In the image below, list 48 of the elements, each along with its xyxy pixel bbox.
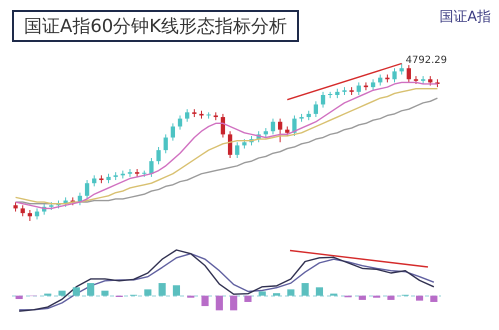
bar bbox=[272, 293, 280, 296]
bar bbox=[287, 289, 294, 296]
candlestick bbox=[356, 82, 361, 96]
candlestick bbox=[84, 180, 90, 200]
bar bbox=[158, 283, 166, 296]
candlestick bbox=[235, 142, 240, 158]
candlestick bbox=[264, 128, 268, 138]
candlestick bbox=[278, 118, 282, 143]
candlestick bbox=[164, 134, 168, 154]
bar bbox=[302, 283, 309, 296]
text: 国证A指 bbox=[439, 8, 491, 26]
bar bbox=[416, 296, 424, 301]
candlestick bbox=[406, 64, 411, 83]
candlestick bbox=[185, 108, 190, 122]
bar bbox=[144, 289, 152, 296]
candlestick bbox=[178, 114, 182, 130]
bar bbox=[230, 296, 238, 310]
candlestick bbox=[20, 204, 25, 217]
bar bbox=[316, 287, 324, 296]
candlestick bbox=[34, 208, 40, 220]
candlestick bbox=[400, 63, 404, 76]
candlestick bbox=[306, 110, 311, 121]
bar bbox=[58, 290, 66, 296]
candlestick bbox=[378, 74, 382, 86]
bar bbox=[101, 290, 109, 296]
bar bbox=[87, 283, 94, 296]
bar bbox=[387, 296, 395, 300]
candlestick bbox=[314, 100, 318, 118]
candlestick bbox=[28, 209, 32, 222]
bar bbox=[258, 291, 266, 296]
candlestick bbox=[156, 146, 161, 165]
candlestick bbox=[428, 76, 432, 86]
bar bbox=[358, 296, 366, 300]
bar bbox=[216, 296, 223, 310]
candlestick bbox=[170, 122, 176, 142]
annotation: 4792.29 bbox=[406, 55, 448, 66]
candlestick bbox=[392, 68, 397, 83]
bar bbox=[172, 285, 180, 296]
bar bbox=[430, 296, 438, 302]
candlestick bbox=[242, 138, 247, 150]
candlestick bbox=[92, 174, 96, 187]
chart-title: 国证A指60分钟K线形态指标分析 bbox=[12, 10, 300, 42]
candlestick bbox=[320, 91, 326, 108]
bar bbox=[16, 296, 23, 300]
bar bbox=[201, 296, 209, 306]
candlestick bbox=[335, 88, 340, 99]
bar bbox=[72, 287, 80, 296]
bar bbox=[244, 296, 252, 302]
